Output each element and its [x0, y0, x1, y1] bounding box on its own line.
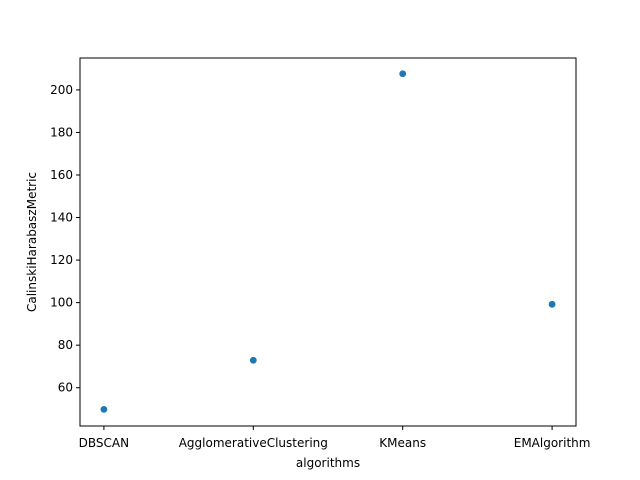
- x-tick-label: EMAlgorithm: [514, 436, 591, 450]
- data-point: [249, 356, 257, 364]
- x-tick-label: KMeans: [379, 436, 426, 450]
- y-tick-label: 80: [58, 338, 73, 352]
- x-tick-label: DBSCAN: [79, 436, 129, 450]
- data-point: [548, 300, 556, 308]
- y-tick-label: 200: [50, 83, 73, 97]
- y-tick-label: 140: [50, 211, 73, 225]
- plot-area: [100, 70, 556, 413]
- y-tick-label: 120: [50, 253, 73, 267]
- data-point: [100, 406, 108, 413]
- data-point: [399, 70, 407, 78]
- x-tick-label: AgglomerativeClustering: [179, 436, 328, 450]
- y-tick-label: 60: [58, 381, 73, 395]
- y-tick-label: 160: [50, 168, 73, 182]
- x-axis-label: algorithms: [296, 456, 360, 470]
- y-tick-label: 180: [50, 125, 73, 139]
- axes-frame: [79, 57, 577, 427]
- y-axis-label: CalinskiHarabaszMetric: [25, 172, 39, 312]
- y-tick-label: 100: [50, 296, 73, 310]
